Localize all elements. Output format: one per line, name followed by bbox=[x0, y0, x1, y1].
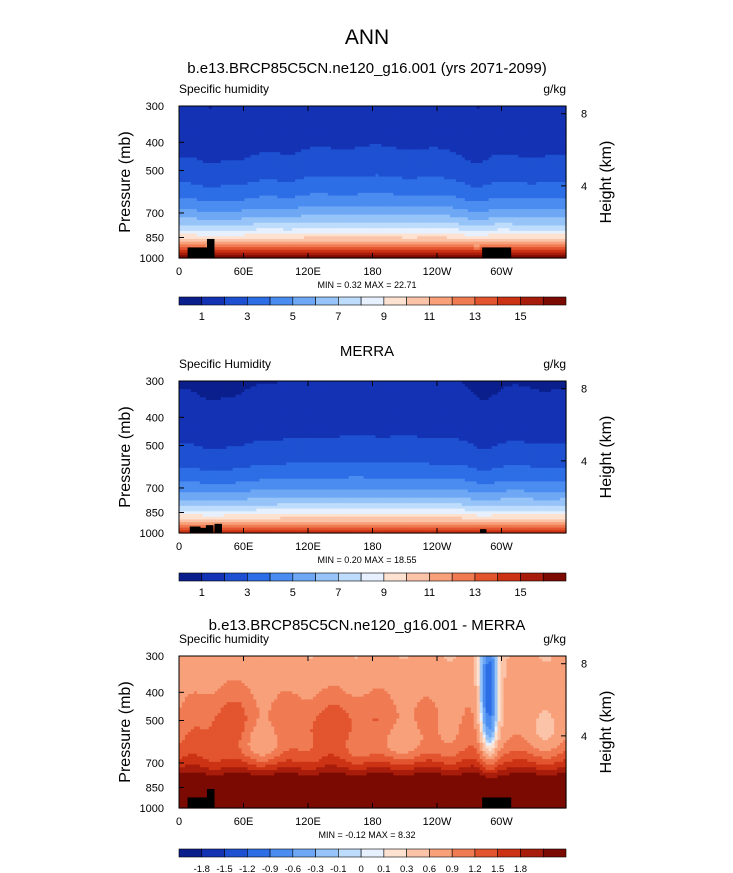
variable-label: Specific humidity bbox=[179, 82, 269, 96]
contour-fill bbox=[179, 106, 567, 259]
figure-title: ANN bbox=[345, 26, 389, 49]
figure: ANN b.e13.BRCP85C5CN.ne120_g16.001 (yrs … bbox=[0, 0, 733, 873]
chart-panel-1: b.e13.BRCP85C5CN.ne120_g16.001 (yrs 2071… bbox=[117, 60, 615, 323]
units-label: g/kg bbox=[543, 82, 566, 96]
panel-title: b.e13.BRCP85C5CN.ne120_g16.001 (yrs 2071… bbox=[187, 60, 546, 77]
